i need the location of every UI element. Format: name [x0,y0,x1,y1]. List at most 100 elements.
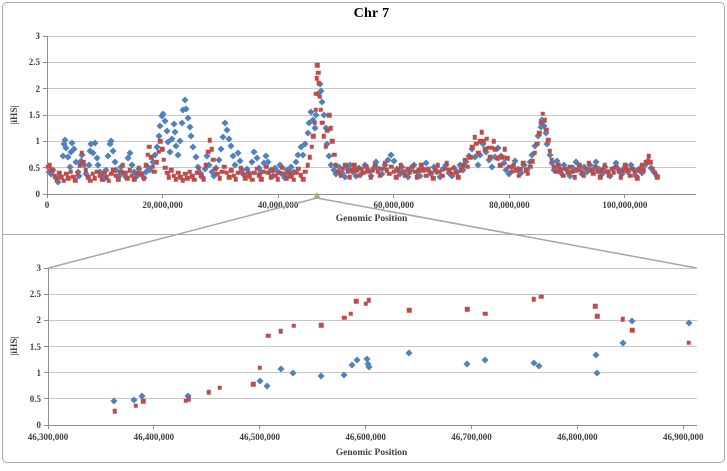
data-point [256,172,262,178]
data-point [446,168,452,173]
data-point [419,162,424,168]
data-point [233,177,239,182]
data-point [627,173,633,178]
y-axis-line [47,36,48,195]
data-point [85,174,91,180]
data-point [655,174,660,180]
data-point [597,174,603,180]
data-point [616,169,621,175]
y-gridline [48,293,697,295]
data-point [298,172,303,178]
data-point [514,168,519,173]
data-point [169,168,174,173]
data-point [523,168,528,173]
data-point [560,173,566,178]
data-point [406,308,412,313]
data-point [161,117,169,125]
data-point [586,161,591,166]
data-point [484,136,490,141]
data-point [535,362,543,370]
data-point [495,155,501,161]
data-point [174,150,182,159]
y-tick-label: 2 [36,315,42,326]
data-point [182,105,190,113]
data-point [265,333,271,338]
data-point [95,169,100,175]
data-point [467,154,473,160]
x-tick-label: 100,000,000 [602,200,648,210]
x-tick [277,194,279,198]
data-point [583,166,589,171]
data-point [453,170,459,176]
data-point [279,165,285,170]
data-point [171,173,176,178]
data-point [572,174,577,180]
y-tick-label: 3 [36,263,42,273]
data-point [409,164,415,169]
data-point [284,175,290,181]
data-point [628,317,636,325]
data-point [463,157,468,163]
x-tick [365,425,367,429]
data-point [207,138,213,143]
data-point [338,173,343,178]
data-point [293,170,299,176]
x-tick [259,425,261,429]
data-point [318,98,326,106]
data-point [110,397,118,405]
y-gridline [48,372,697,374]
x-axis-line [47,194,696,195]
data-point [366,298,372,303]
data-point [263,382,271,390]
data-point [93,154,101,162]
y-gridline [47,140,696,142]
data-point [595,313,600,319]
y-tick [43,35,47,37]
data-point [196,166,202,171]
data-point [52,173,57,178]
data-point [428,170,433,176]
data-point [259,177,264,182]
data-point [470,144,475,149]
data-point [111,168,116,173]
data-point [477,139,483,144]
x-tick-label: 46,500,000 [239,432,280,442]
data-point [59,174,64,180]
data-point [609,166,614,171]
data-point [405,349,413,357]
y-tick-label: 0.5 [29,393,41,404]
data-point [219,169,225,175]
data-point [482,146,488,152]
data-point [307,154,313,160]
data-point [215,171,220,177]
data-point [249,177,255,183]
data-point [370,168,376,173]
data-point [136,165,142,170]
data-point [345,169,350,175]
data-point [163,127,171,135]
data-point [644,160,649,165]
data-point [292,158,300,166]
data-point [416,168,422,173]
data-point [178,174,183,180]
data-point [316,81,321,86]
data-point [304,129,312,137]
data-point [538,120,544,126]
data-point [509,169,514,175]
data-point [291,323,296,328]
data-point [180,178,186,183]
data-point [567,164,573,169]
data-point [465,307,470,312]
data-point [99,177,105,183]
data-point [474,141,479,147]
data-point [303,169,308,175]
data-point [221,119,229,127]
y-tick [44,398,48,400]
data-point [161,157,166,163]
data-point [111,158,119,166]
data-point [185,175,190,181]
data-point [442,166,447,171]
data-point [251,381,256,387]
data-point [577,162,582,168]
data-point [286,169,292,175]
